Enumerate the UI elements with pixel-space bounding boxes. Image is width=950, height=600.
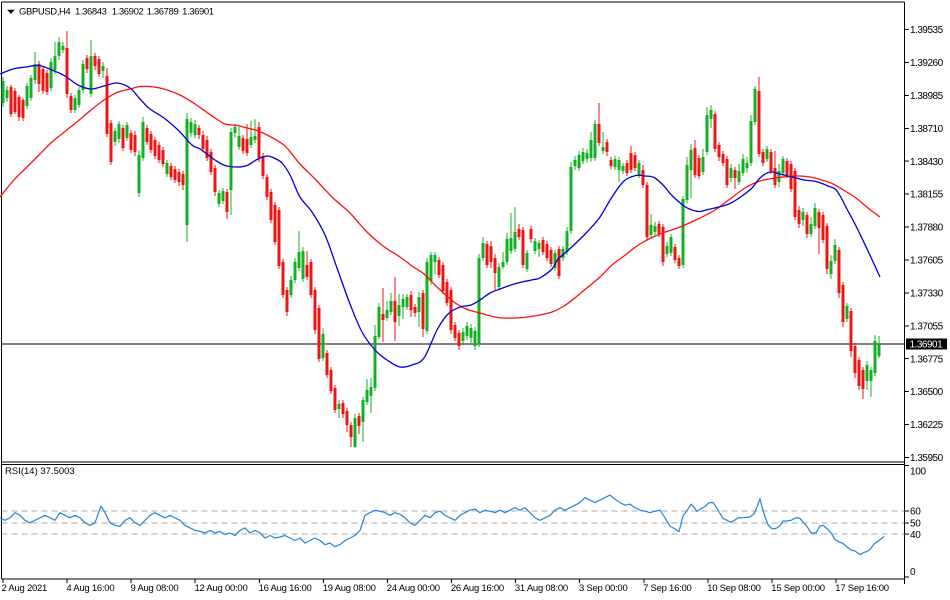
svg-text:12 Aug 00:00: 12 Aug 00:00 bbox=[195, 583, 248, 594]
svg-text:4 Aug 16:00: 4 Aug 16:00 bbox=[66, 583, 114, 594]
svg-text:0: 0 bbox=[910, 567, 916, 578]
svg-text:RSI(14) 37.5003: RSI(14) 37.5003 bbox=[5, 466, 75, 477]
svg-text:26 Aug 16:00: 26 Aug 16:00 bbox=[451, 583, 504, 594]
svg-text:1.36225: 1.36225 bbox=[910, 420, 944, 431]
svg-text:1.38430: 1.38430 bbox=[910, 157, 944, 168]
svg-text:1.36901: 1.36901 bbox=[910, 340, 944, 351]
svg-text:2 Aug 2021: 2 Aug 2021 bbox=[2, 583, 48, 594]
svg-text:9 Aug 08:00: 9 Aug 08:00 bbox=[131, 583, 179, 594]
svg-text:1.37330: 1.37330 bbox=[910, 289, 944, 300]
svg-text:16 Aug 16:00: 16 Aug 16:00 bbox=[259, 583, 312, 594]
svg-text:1.36789: 1.36789 bbox=[147, 7, 179, 18]
svg-text:1.36901: 1.36901 bbox=[182, 7, 214, 18]
svg-text:60: 60 bbox=[910, 506, 921, 517]
svg-text:1.36775: 1.36775 bbox=[910, 354, 944, 365]
svg-text:1.37880: 1.37880 bbox=[910, 223, 944, 234]
svg-text:1.38710: 1.38710 bbox=[910, 124, 944, 135]
svg-text:7 Sep 16:00: 7 Sep 16:00 bbox=[643, 583, 692, 594]
svg-text:40: 40 bbox=[910, 530, 921, 541]
svg-text:19 Aug 08:00: 19 Aug 08:00 bbox=[323, 583, 376, 594]
svg-text:1.36500: 1.36500 bbox=[910, 387, 944, 398]
svg-text:1.38985: 1.38985 bbox=[910, 91, 944, 102]
svg-text:15 Sep 00:00: 15 Sep 00:00 bbox=[771, 583, 825, 594]
svg-text:1.36843: 1.36843 bbox=[75, 7, 107, 18]
svg-text:1.39535: 1.39535 bbox=[910, 25, 944, 36]
svg-text:1.36902: 1.36902 bbox=[112, 7, 144, 18]
svg-text:1.37055: 1.37055 bbox=[910, 321, 944, 332]
svg-text:100: 100 bbox=[910, 467, 927, 478]
svg-text:1.38155: 1.38155 bbox=[910, 190, 944, 201]
svg-text:1.35950: 1.35950 bbox=[910, 453, 944, 464]
svg-text:10 Sep 08:00: 10 Sep 08:00 bbox=[707, 583, 761, 594]
svg-text:1.39260: 1.39260 bbox=[910, 58, 944, 69]
svg-text:31 Aug 08:00: 31 Aug 08:00 bbox=[515, 583, 568, 594]
svg-text:1.37605: 1.37605 bbox=[910, 256, 944, 267]
svg-text:17 Sep 16:00: 17 Sep 16:00 bbox=[835, 583, 889, 594]
svg-text:GBPUSD,H4: GBPUSD,H4 bbox=[19, 7, 70, 18]
svg-text:24 Aug 00:00: 24 Aug 00:00 bbox=[387, 583, 440, 594]
svg-text:50: 50 bbox=[910, 518, 921, 529]
svg-text:3 Sep 00:00: 3 Sep 00:00 bbox=[579, 583, 628, 594]
